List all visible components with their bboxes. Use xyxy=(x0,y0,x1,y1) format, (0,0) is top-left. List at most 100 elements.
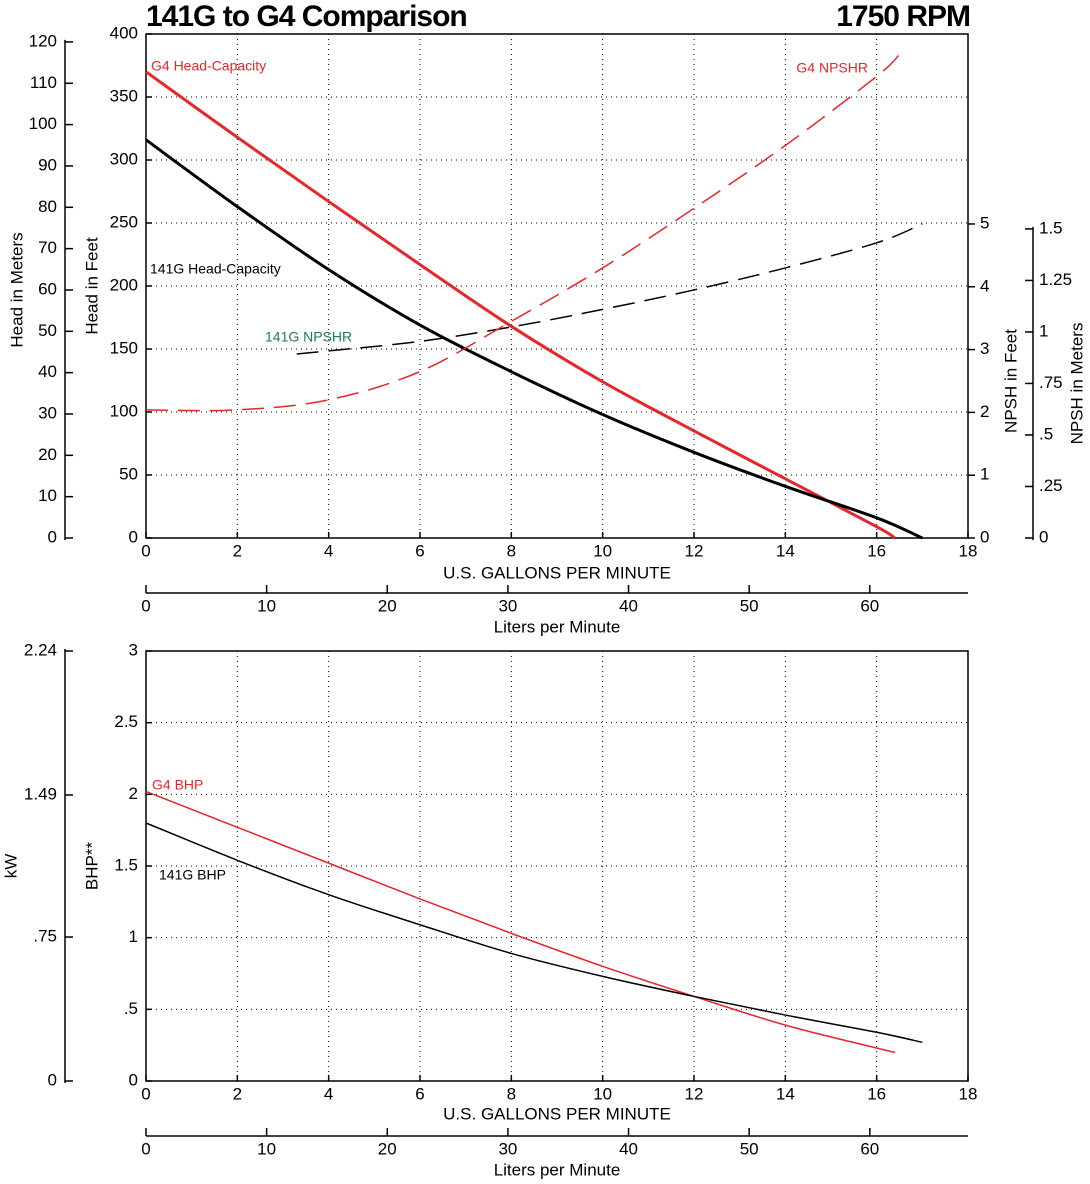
series-line xyxy=(145,70,896,540)
x-tick-label: 10 xyxy=(593,541,612,560)
axis-tick-label: 0 xyxy=(1039,527,1048,546)
axis-title: Liters per Minute xyxy=(494,1160,621,1179)
y2-tick-label: 1 xyxy=(980,465,989,484)
axis-title: Head in Meters xyxy=(7,232,26,347)
y-tick-label: 100 xyxy=(110,401,138,420)
annotation: 141G NPSHR xyxy=(265,329,352,345)
x-tick-label: 12 xyxy=(685,1084,704,1103)
axis-tick-label: 60 xyxy=(38,279,57,298)
series-line xyxy=(145,790,896,1054)
y-tick-label: 2.5 xyxy=(114,712,138,731)
y2-tick-label: 5 xyxy=(980,213,989,232)
x-tick-label: 8 xyxy=(507,1084,516,1103)
x-tick-label: 0 xyxy=(141,541,150,560)
x-tick-label: 10 xyxy=(593,1084,612,1103)
annotation: 141G BHP xyxy=(159,867,226,883)
y-tick-label: 0 xyxy=(129,1070,138,1089)
y-tick-label: 2 xyxy=(129,784,138,803)
x-tick-label: 12 xyxy=(685,541,704,560)
y-tick-label: 250 xyxy=(110,212,138,231)
y-tick-label: 150 xyxy=(110,338,138,357)
series-line xyxy=(145,822,923,1044)
y-axis-title: Head in Feet xyxy=(82,237,101,335)
x-tick-label: 18 xyxy=(959,541,978,560)
axis-tick-label: 20 xyxy=(38,445,57,464)
y2-tick-label: 3 xyxy=(980,339,989,358)
chart-subtitle: 1750 RPM xyxy=(836,0,970,33)
y-axis-title: BHP** xyxy=(82,842,101,891)
axis-title: Liters per Minute xyxy=(494,617,621,636)
axis-tick-label: 60 xyxy=(860,1139,879,1158)
axis-tick-label: 50 xyxy=(740,1139,759,1158)
y2-tick-label: 2 xyxy=(980,402,989,421)
axis-tick-label: 1 xyxy=(1039,321,1048,340)
x-tick-label: 2 xyxy=(233,1084,242,1103)
y-tick-label: 1 xyxy=(129,927,138,946)
y2-tick-label: 0 xyxy=(980,527,989,546)
x-tick-label: 0 xyxy=(141,1084,150,1103)
axis-tick-label: 1.49 xyxy=(24,784,57,803)
x-tick-label: 8 xyxy=(507,541,516,560)
axis-tick-label: 50 xyxy=(38,321,57,340)
y-tick-label: 0 xyxy=(129,527,138,546)
y-tick-label: 3 xyxy=(129,640,138,659)
x-tick-label: 2 xyxy=(233,541,242,560)
x-axis-title: U.S. GALLONS PER MINUTE xyxy=(443,563,671,582)
axis-tick-label: .75 xyxy=(33,927,57,946)
annotation: 141G Head-Capacity xyxy=(150,261,281,277)
axis-tick-label: 40 xyxy=(38,362,57,381)
plot-frame xyxy=(145,650,969,1082)
y-tick-label: 350 xyxy=(110,86,138,105)
axis-tick-label: 40 xyxy=(619,596,638,615)
axis-tick-label: 1.5 xyxy=(1039,218,1063,237)
x-tick-label: 14 xyxy=(776,1084,795,1103)
x-tick-label: 18 xyxy=(959,1084,978,1103)
axis-tick-label: 110 xyxy=(30,73,57,92)
axis-tick-label: 20 xyxy=(378,1139,397,1158)
x-tick-label: 4 xyxy=(324,1084,333,1103)
axis-tick-label: 40 xyxy=(619,1139,638,1158)
axis-tick-label: .75 xyxy=(1039,373,1063,392)
axis-tick-label: 80 xyxy=(38,197,57,216)
annotation: G4 Head-Capacity xyxy=(151,58,266,74)
y-tick-label: 300 xyxy=(110,149,138,168)
axis-tick-label: 10 xyxy=(257,596,276,615)
y-tick-label: 50 xyxy=(119,464,138,483)
y-tick-label: .5 xyxy=(124,999,138,1018)
axis-tick-label: 120 xyxy=(29,31,57,50)
axis-tick-label: 30 xyxy=(38,403,57,422)
axis-tick-label: 20 xyxy=(378,596,397,615)
axis-tick-label: 60 xyxy=(860,596,879,615)
x-tick-label: 16 xyxy=(867,541,886,560)
axis-tick-label: .5 xyxy=(1039,424,1053,443)
axis-tick-label: .25 xyxy=(1039,476,1063,495)
axis-tick-label: 10 xyxy=(257,1139,276,1158)
axis-tick-label: 2.24 xyxy=(24,640,57,659)
series-line xyxy=(145,138,923,540)
axis-tick-label: 0 xyxy=(48,527,57,546)
x-tick-label: 4 xyxy=(324,541,333,560)
series-line xyxy=(145,53,901,412)
plot-frame xyxy=(145,33,969,539)
y2-tick-label: 4 xyxy=(980,276,989,295)
axis-title: NPSH in Meters xyxy=(1067,323,1086,445)
axis-tick-label: 70 xyxy=(38,238,57,257)
annotation: G4 BHP xyxy=(152,777,203,793)
annotation: G4 NPSHR xyxy=(796,60,868,76)
x-axis-title: U.S. GALLONS PER MINUTE xyxy=(443,1104,671,1123)
x-tick-label: 6 xyxy=(415,1084,424,1103)
y-tick-label: 400 xyxy=(110,23,138,42)
axis-tick-label: 0 xyxy=(141,1139,150,1158)
x-tick-label: 16 xyxy=(867,1084,886,1103)
axis-tick-label: 50 xyxy=(740,596,759,615)
axis-tick-label: 1.25 xyxy=(1039,270,1072,289)
axis-tick-label: 0 xyxy=(141,596,150,615)
x-tick-label: 14 xyxy=(776,541,795,560)
axis-tick-label: 30 xyxy=(498,596,517,615)
chart-title: 141G to G4 Comparison xyxy=(146,0,467,33)
axis-tick-label: 0 xyxy=(48,1070,57,1089)
axis-tick-label: 10 xyxy=(38,486,57,505)
y2-axis-title: NPSH in Feet xyxy=(1001,329,1020,433)
axis-tick-label: 100 xyxy=(29,114,57,133)
x-tick-label: 6 xyxy=(415,541,424,560)
